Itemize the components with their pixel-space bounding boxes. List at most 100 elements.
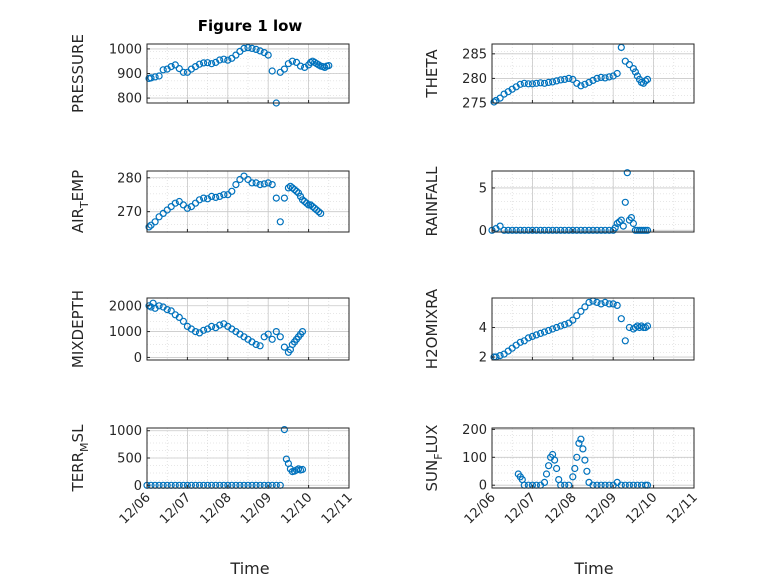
data-point [288, 57, 296, 65]
y-tick-label: 0 [479, 479, 487, 494]
y-tick-label: 500 [117, 452, 142, 467]
data-point [147, 74, 155, 82]
data-point [224, 56, 232, 64]
data-point [280, 343, 288, 351]
data-point [548, 325, 557, 333]
data-point [325, 61, 333, 70]
y-axis-label: PRESSURE [69, 34, 87, 113]
x-tick-label: 12/09 [238, 490, 275, 527]
data-point [155, 72, 163, 80]
data-point [569, 316, 577, 324]
y-axis-label: AIRTEMP [69, 170, 91, 233]
subplot-3: 270 280 AIRTEMP [69, 170, 350, 233]
y-tick-label: 280 [462, 72, 487, 87]
data-point [565, 74, 573, 83]
data-point [256, 181, 264, 189]
data-point [611, 224, 619, 232]
data-point [571, 464, 579, 473]
data-point [183, 204, 191, 212]
data-point [557, 322, 565, 330]
data-point [540, 328, 549, 336]
data-point [552, 464, 561, 473]
data-point [276, 333, 284, 341]
axes-box [491, 170, 695, 233]
data-point [496, 352, 504, 360]
data-point [280, 194, 288, 202]
data-point [621, 337, 629, 345]
data-point [625, 60, 634, 69]
data-point [544, 462, 553, 470]
data-point [565, 226, 573, 234]
y-tick-label: 270 [117, 205, 142, 220]
data-point [496, 222, 504, 230]
data-point [298, 328, 307, 336]
data-point [220, 191, 228, 199]
data-point [167, 62, 175, 71]
data-point [589, 226, 597, 234]
axes-box [146, 170, 350, 233]
data-point [524, 226, 533, 234]
data-point [544, 326, 553, 335]
x-tick-label: 12/10 [623, 490, 660, 527]
data-point [240, 44, 248, 53]
data-point [504, 226, 512, 234]
data-point [544, 78, 553, 87]
subplot-8: 0 100 200 12/06 12/07 12/08 12/09 12/10 12/11 SUN… [423, 423, 701, 527]
x-tick-label: 12/06 [462, 490, 499, 527]
y-tick-label: 4 [479, 321, 487, 336]
data-point [557, 226, 565, 234]
data-point [292, 187, 301, 195]
data-point [216, 56, 224, 64]
data-point [264, 179, 272, 187]
data-point [561, 75, 569, 84]
data-point [548, 226, 557, 234]
y-tick-label: 0 [479, 224, 487, 239]
y-axis-label: THETA [423, 49, 441, 99]
data-point [581, 456, 589, 464]
data-point [282, 455, 290, 463]
data-point [171, 61, 179, 69]
data-point [496, 94, 504, 102]
x-tick-label: 12/08 [543, 490, 580, 527]
data-point [508, 226, 516, 234]
y-axis-label: MIXDEPTH [69, 290, 87, 368]
data-point [643, 75, 652, 84]
data-point [536, 226, 545, 234]
data-point [252, 179, 260, 187]
data-point [532, 331, 541, 339]
data-point [280, 65, 288, 73]
data-point [528, 332, 537, 340]
data-point [643, 226, 652, 234]
data-point [268, 67, 276, 75]
data-point [220, 55, 228, 63]
data-point [575, 439, 583, 447]
x-tick-label: 12/08 [198, 490, 235, 527]
data-point [597, 226, 605, 234]
data-point [577, 435, 585, 443]
data-point [516, 226, 524, 234]
y-tick-label: 200 [462, 423, 487, 438]
y-axis-label: H2OMIXRA [423, 288, 441, 369]
data-point [191, 328, 200, 336]
data-point [639, 226, 648, 234]
data-point [561, 321, 569, 329]
y-tick-label: 285 [462, 47, 487, 62]
data-point [256, 342, 264, 350]
data-point [540, 226, 549, 234]
data-point [597, 300, 605, 308]
data-point [528, 226, 537, 234]
data-point [629, 219, 638, 228]
data-point [615, 218, 623, 226]
data-point [298, 465, 307, 474]
data-point [264, 330, 272, 338]
x-tick-label: 12/11 [664, 490, 701, 527]
y-axis-label: TERRMSL [69, 424, 91, 493]
x-tick-label: 12/07 [157, 490, 194, 527]
data-point [589, 76, 597, 85]
subplot-1: 800 900 1000 PRESSURE [69, 34, 350, 113]
y-tick-label: 2000 [109, 299, 142, 314]
y-tick-label: 0 [134, 479, 142, 494]
data-point [641, 323, 650, 332]
data-point [490, 98, 498, 106]
